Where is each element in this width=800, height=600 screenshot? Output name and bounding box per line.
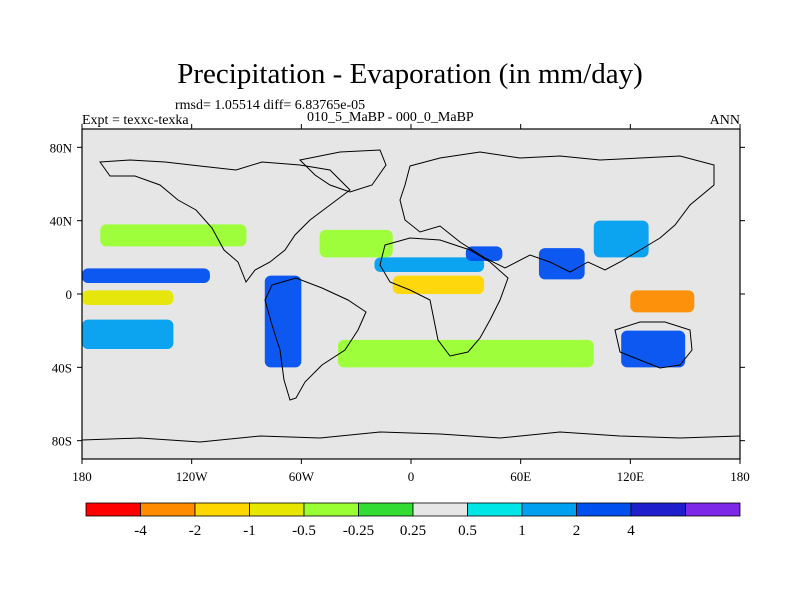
field-region-tropical-pacific-wet-band bbox=[82, 268, 210, 283]
coastline-africa bbox=[379, 237, 509, 357]
colorbar-label: 0.25 bbox=[400, 523, 426, 539]
x-tick-label: 120E bbox=[617, 469, 645, 484]
colorbar-label: 2 bbox=[573, 523, 581, 539]
x-tick-label: 180 bbox=[730, 469, 750, 484]
map-axes: 180 120W 60W 0 60E 120E 180 80N 40N 0 40S 80S bbox=[50, 124, 750, 484]
colorbar-label: -2 bbox=[189, 523, 202, 539]
x-tick-label: 60W bbox=[289, 469, 315, 484]
coastline-eurasia bbox=[399, 151, 715, 273]
colorbar-label: 0.5 bbox=[458, 523, 477, 539]
field-region-north-africa-dry-band bbox=[392, 275, 485, 294]
colorbar: -4 -2 -1 -0.5 -0.25 0.25 0.5 1 2 4 bbox=[85, 502, 741, 539]
coastline-antarctica bbox=[82, 431, 740, 443]
colorbar-swatch bbox=[194, 502, 250, 517]
coastline-north-america bbox=[99, 159, 351, 284]
y-tick-label: 40N bbox=[50, 214, 73, 229]
colorbar-swatch bbox=[303, 502, 359, 517]
coastlines bbox=[82, 149, 740, 443]
figure-title: Precipitation - Evaporation (in mm/day) bbox=[177, 58, 643, 90]
y-tick-label: 80S bbox=[52, 434, 72, 449]
y-tick-label: 40S bbox=[52, 360, 72, 375]
colorbar-label: -0.25 bbox=[343, 523, 374, 539]
colorbar-label: -1 bbox=[243, 523, 256, 539]
colorbar-label: -4 bbox=[134, 523, 147, 539]
colorbar-swatch bbox=[521, 502, 577, 517]
x-tick-label: 180 bbox=[72, 469, 92, 484]
colorbar-swatch bbox=[685, 502, 741, 517]
colorbar-swatch bbox=[412, 502, 468, 517]
colorbar-swatch bbox=[249, 502, 305, 517]
field-region-sahel-wet-band bbox=[374, 257, 485, 272]
field-region-east-africa-wet bbox=[465, 246, 503, 261]
experiment-label: Expt = texxc-texka bbox=[82, 113, 189, 128]
colorbar-label: -0.5 bbox=[292, 523, 316, 539]
colorbar-label: 1 bbox=[518, 523, 526, 539]
x-tick-label: 120W bbox=[176, 469, 209, 484]
colorbar-swatch bbox=[140, 502, 196, 517]
field-region-south-pacific-wet-band bbox=[82, 319, 174, 349]
field-region-tropical-pacific-dry-band bbox=[82, 290, 174, 305]
coastline-australia bbox=[614, 321, 693, 369]
x-tick-label: 60E bbox=[510, 469, 531, 484]
field-region-southern-ocean-dry-band bbox=[337, 339, 594, 368]
field-regions bbox=[82, 220, 695, 408]
coastline-greenland bbox=[298, 149, 387, 193]
field-region-north-pacific-dry-band bbox=[100, 224, 247, 247]
y-tick-label: 80N bbox=[50, 140, 73, 155]
field-region-southern-ocean-wet-patches bbox=[118, 385, 631, 408]
stats-text: rmsd= 1.05514 diff= 6.83765e-05 bbox=[175, 98, 365, 113]
field-region-west-pacific-warm-pool-dry bbox=[630, 290, 695, 313]
map-panel bbox=[82, 129, 740, 459]
field-region-north-atlantic-dry bbox=[319, 229, 393, 258]
field-region-east-asia-wet bbox=[593, 220, 649, 258]
field-region-south-america-andes-wet bbox=[264, 275, 302, 368]
colorbar-swatch bbox=[630, 502, 686, 517]
colorbar-label: 4 bbox=[627, 523, 635, 539]
season-label: ANN bbox=[710, 113, 740, 128]
periods-label: 010_5_MaBP - 000_0_MaBP bbox=[307, 110, 474, 125]
y-tick-label: 0 bbox=[66, 287, 73, 302]
field-region-australia-wet-rim bbox=[621, 330, 686, 368]
colorbar-swatch bbox=[576, 502, 632, 517]
field-region-india-wet bbox=[538, 248, 585, 280]
colorbar-swatch bbox=[467, 502, 523, 517]
coastline-south-america bbox=[264, 277, 367, 401]
colorbar-swatch bbox=[358, 502, 414, 517]
x-tick-label: 0 bbox=[408, 469, 415, 484]
colorbar-swatch bbox=[85, 502, 141, 517]
